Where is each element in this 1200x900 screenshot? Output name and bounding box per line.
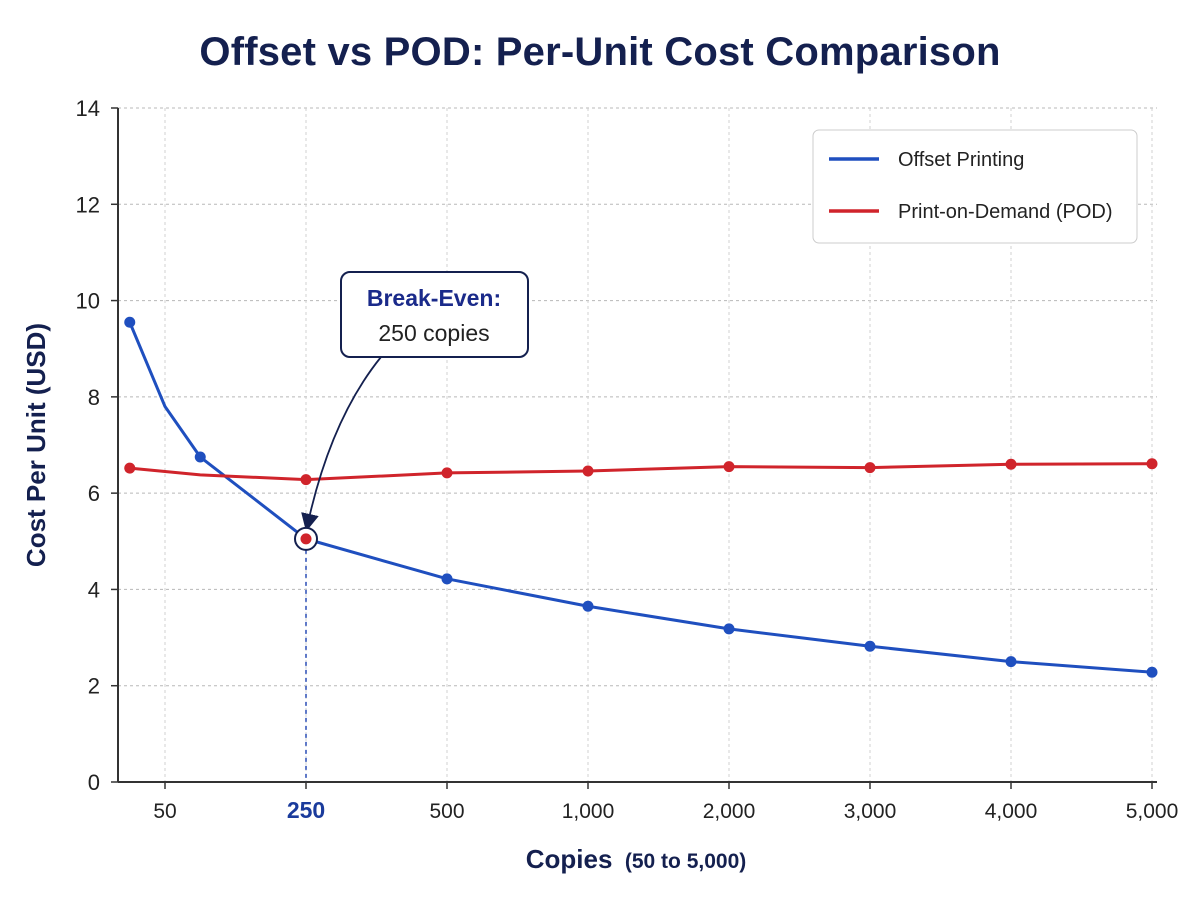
series-line-1 — [128, 462, 1154, 482]
y-tick-label: 10 — [76, 289, 100, 314]
break-even-annotation: Break-Even: 250 copies — [294, 271, 529, 782]
y-tick-label: 8 — [88, 385, 100, 410]
series-0-point — [582, 600, 594, 612]
callout-label-bold: Break-Even: — [367, 285, 501, 311]
x-tick-label: 5,000 — [1126, 800, 1179, 823]
y-tick-label: 14 — [76, 96, 100, 121]
series-0-point — [441, 573, 453, 585]
callout-box — [340, 271, 529, 358]
callout-label: 250 copies — [378, 320, 489, 346]
y-tick-label: 12 — [76, 192, 100, 217]
legend-label-pod: Print-on-Demand (POD) — [898, 201, 1113, 223]
x-tick-label: 500 — [429, 800, 464, 823]
y-tick-label: 4 — [88, 577, 100, 602]
series-0-point — [124, 316, 136, 328]
series-1-point — [441, 467, 453, 479]
x-tick-label: 3,000 — [844, 800, 897, 823]
series-1-point — [1146, 458, 1158, 470]
x-tick-label: 2,000 — [703, 800, 756, 823]
x-tick-label: 1,000 — [562, 800, 615, 823]
y-tick-label: 6 — [88, 481, 100, 506]
series-0-point — [723, 623, 735, 635]
axes-layer: 0 2 4 6 8 10 12 14 50 250 500 1,000 2,000 3,000 4,000 5… — [76, 96, 1179, 823]
series-0-point — [864, 640, 876, 652]
series-1-point — [723, 461, 735, 473]
series-1-point — [1005, 458, 1017, 470]
series-layer — [124, 316, 1158, 678]
series-line-0 — [128, 320, 1154, 674]
series-0-point — [1005, 656, 1017, 668]
series-1-point — [124, 462, 136, 474]
callout-arrow — [301, 356, 382, 532]
x-tick-label: 4,000 — [985, 800, 1038, 823]
series-1-point — [582, 465, 594, 477]
series-1-point — [864, 462, 876, 474]
series-1-point — [300, 474, 312, 486]
x-axis-title-note: (50 to 5,000) — [625, 850, 746, 873]
y-tick-label: 0 — [88, 770, 100, 795]
legend-label-offset: Offset Printing — [898, 149, 1024, 171]
x-axis-title: Copies (50 to 5,000) — [526, 844, 747, 874]
y-axis-title: Cost Per Unit (USD) — [21, 323, 51, 567]
y-tick-label: 2 — [88, 674, 100, 699]
x-tick-label: 50 — [153, 800, 176, 823]
grid-layer — [118, 107, 1157, 782]
x-tick-label: 250 — [287, 797, 325, 823]
chart-title: Offset vs POD: Per-Unit Cost Comparison — [199, 30, 1001, 74]
break-even-marker-dot — [300, 533, 312, 545]
series-0-point — [194, 451, 206, 463]
series-0-point — [1146, 666, 1158, 678]
legend: Offset Printing Print-on-Demand (POD) — [812, 129, 1138, 244]
legend-box — [812, 129, 1138, 244]
x-axis-title-main: Copies — [526, 844, 613, 874]
